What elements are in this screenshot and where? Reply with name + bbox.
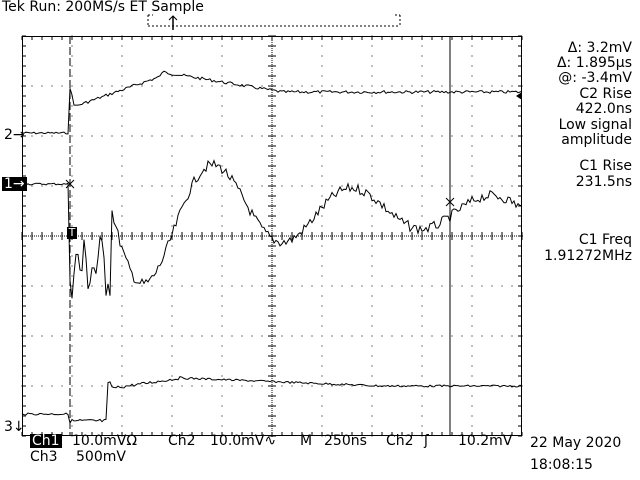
cursor-crossing-marker-1 [65, 179, 75, 189]
c2-rise-label: C2 Rise [579, 86, 632, 102]
cursor-crossing-marker-2 [445, 197, 455, 207]
c1-freq-label: C1 Freq [578, 232, 632, 248]
warning-text-line2: amplitude [561, 132, 632, 148]
scope-display[interactable] [21, 35, 523, 437]
warning-text-line1: Low signal [558, 117, 632, 133]
ch1-waveform [21, 159, 523, 299]
ch1-marker[interactable]: 1→ [2, 176, 27, 192]
trigger-slope-icon: ʃ [424, 433, 429, 449]
trigger-position-indicator [147, 14, 401, 30]
ch2-ref-marker-icon [516, 92, 522, 100]
trigger-source[interactable]: Ch2 [386, 433, 414, 449]
graticule [21, 35, 523, 437]
cursor-at-readout: @: -3.4mV [558, 70, 632, 86]
date-readout: 22 May 2020 [530, 435, 622, 451]
delta-voltage-readout: Δ: 3.2mV [567, 40, 632, 56]
c1-rise-label: C1 Rise [579, 158, 632, 174]
ch3-scale: 500mV [76, 449, 126, 465]
ch2-label[interactable]: Ch2 [168, 433, 196, 449]
ch2-marker[interactable]: 2→ [4, 127, 25, 143]
time-readout: 18:08:15 [530, 457, 593, 473]
ch2-scale: 10.0mV∿ [210, 433, 277, 449]
scope-status-title: Tek Run: 200MS/s ET Sample [2, 0, 204, 15]
ch3-waveform [21, 376, 523, 425]
trigger-marker[interactable]: T [67, 226, 77, 239]
ch2-waveform [21, 70, 523, 135]
ch3-marker[interactable]: 3↓ [4, 419, 25, 435]
ch1-label[interactable]: Ch1 [30, 433, 62, 449]
timebase-label: M [300, 433, 313, 449]
timebase-value[interactable]: 250ns [324, 433, 367, 449]
c2-rise-value: 422.0ns [575, 101, 632, 117]
ch1-scale: 10.0mVΩ [72, 433, 138, 449]
trigger-level[interactable]: 10.2mV [458, 433, 513, 449]
c1-rise-value: 231.5ns [575, 174, 632, 190]
c1-freq-value: 1.91272MHz [544, 248, 632, 264]
delta-time-readout: Δ: 1.895μs [556, 55, 632, 71]
ch3-label[interactable]: Ch3 [30, 449, 58, 465]
